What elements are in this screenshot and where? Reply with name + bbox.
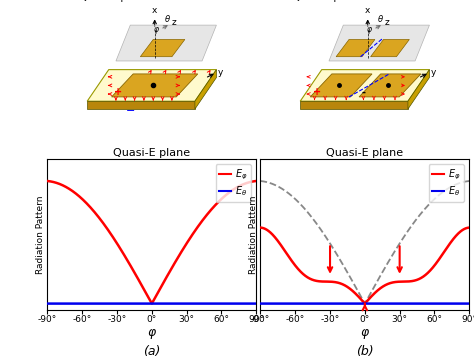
Text: (b): (b) (356, 345, 374, 356)
Text: y: y (431, 68, 436, 77)
Text: +: + (115, 88, 123, 98)
Title: Quasi-E plane: Quasi-E plane (113, 148, 191, 158)
Text: -: - (362, 88, 366, 98)
Text: y: y (218, 68, 223, 77)
Polygon shape (140, 40, 185, 57)
Text: $\theta$: $\theta$ (377, 13, 384, 24)
X-axis label: φ: φ (361, 326, 369, 339)
X-axis label: φ: φ (148, 326, 156, 339)
Polygon shape (300, 101, 408, 109)
Text: z: z (172, 19, 177, 27)
Polygon shape (195, 70, 217, 109)
Legend: $E_\varphi$, $E_\theta$: $E_\varphi$, $E_\theta$ (216, 164, 251, 202)
Polygon shape (336, 40, 375, 57)
Polygon shape (359, 74, 421, 97)
Polygon shape (310, 74, 372, 97)
Title: Quasi-E plane: Quasi-E plane (326, 148, 403, 158)
Polygon shape (300, 70, 429, 101)
Polygon shape (87, 70, 217, 101)
Polygon shape (371, 40, 410, 57)
Polygon shape (111, 74, 198, 97)
Text: z: z (385, 19, 390, 27)
Text: Quasi-E plane: Quasi-E plane (80, 0, 148, 2)
Text: +: + (313, 88, 321, 98)
Y-axis label: Radiation Pattern: Radiation Pattern (249, 195, 258, 273)
Text: x: x (365, 6, 370, 15)
Y-axis label: Radiation Pattern: Radiation Pattern (36, 195, 45, 273)
Polygon shape (87, 101, 195, 109)
Polygon shape (116, 25, 217, 61)
Text: $\theta$: $\theta$ (164, 13, 171, 24)
Text: $\varphi$: $\varphi$ (153, 25, 159, 36)
Text: Quasi-E plane: Quasi-E plane (293, 0, 361, 2)
Polygon shape (408, 70, 429, 109)
Text: −: − (126, 106, 135, 116)
Legend: $E_\varphi$, $E_\theta$: $E_\varphi$, $E_\theta$ (428, 164, 465, 202)
Text: $\varphi$: $\varphi$ (365, 25, 373, 36)
Text: (a): (a) (143, 345, 161, 356)
Text: x: x (151, 6, 157, 15)
Polygon shape (329, 25, 429, 61)
